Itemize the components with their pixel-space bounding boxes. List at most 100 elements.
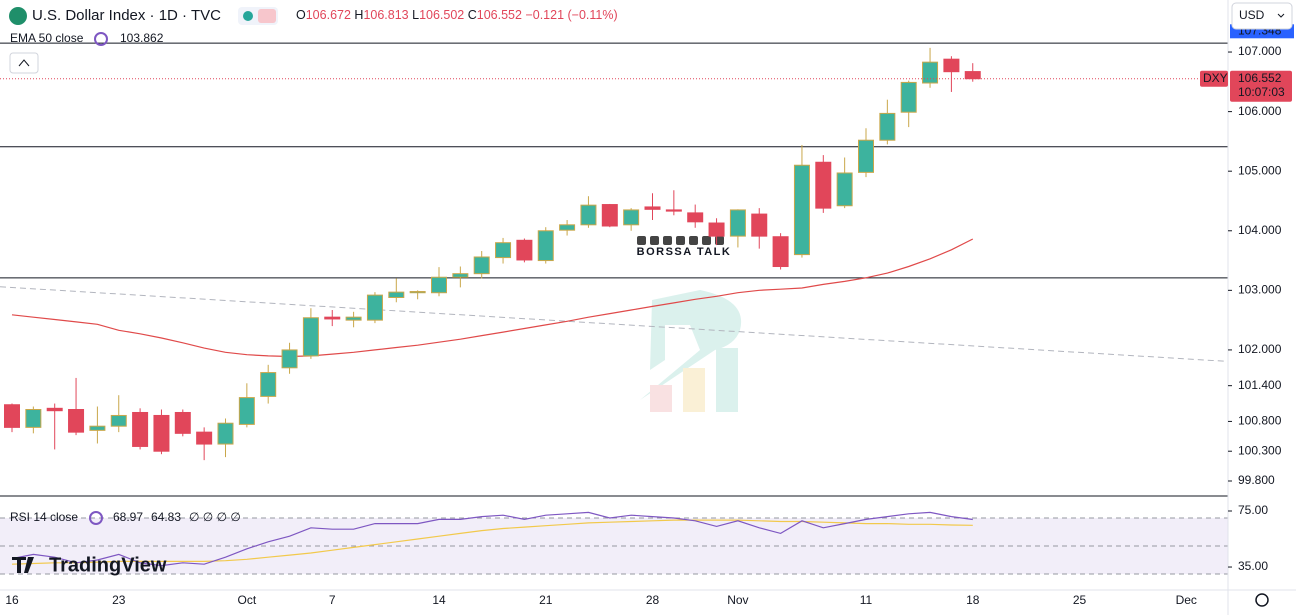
chart-title: U.S. Dollar Index · 1D · TVC [32,7,221,24]
candle-body [687,212,704,223]
y-tick-label: 101.400 [1238,378,1282,392]
close: 106.552 [477,8,522,22]
y-tick-label: 100.300 [1238,443,1282,457]
candle-body [729,209,746,237]
ema-icon [94,32,108,46]
rsi-legend: RSI 14 close [10,510,78,524]
change-pct: (−0.11%) [568,8,618,22]
candle-body [708,222,725,237]
candle-body [46,407,63,412]
logo-shape [640,290,742,400]
icon [715,236,724,245]
candle-body [281,349,298,369]
y-tick-label: 102.000 [1238,342,1282,356]
rsi-tick-label: 35.00 [1238,559,1268,573]
candle-body [580,204,597,226]
candle-body [943,58,960,73]
change: −0.121 [525,8,564,22]
icon [689,236,698,245]
brand: TradingView [49,554,167,576]
y-tick-label: 100.800 [1238,414,1282,428]
candle-body [153,414,170,452]
rsi-ma-value: 64.83 [151,510,181,524]
logo-bar [683,368,705,412]
candle-body [4,404,20,428]
ema-legend: EMA 50 close [10,31,84,45]
symbol-box [1200,70,1228,87]
candle-body [366,294,383,321]
x-tick-label: 28 [646,593,660,607]
candle-body [473,256,490,275]
y-tick-label: 99.800 [1238,473,1275,487]
collapse-button[interactable] [9,52,39,74]
symbol-label: DXY [1203,71,1228,85]
candle-body [89,425,106,431]
candle-body [110,414,127,427]
candle-body [174,411,191,434]
candle-body [964,71,981,80]
y-tick-label: 105.000 [1238,163,1282,177]
icon [637,236,646,245]
ema-line [11,238,974,358]
x-tick-label: Nov [727,593,748,607]
x-tick-label: 11 [860,593,873,607]
candle-body [238,397,255,425]
candle-body [409,291,426,294]
ema-value: 103.862 [120,31,164,45]
toggle-wave [258,9,276,23]
candle-body [751,213,768,237]
open: 106.672 [306,8,351,22]
dropdown-arrow [1277,13,1285,18]
currency: USD [1239,8,1265,22]
y-tick-label: 107.000 [1238,44,1282,58]
settings[interactable] [1255,593,1269,607]
x-tick-label: 25 [1073,593,1087,607]
candle-body [623,209,640,226]
candle-body [25,409,42,428]
candle-body [388,291,405,298]
candle-body [879,112,896,141]
plot [0,42,1228,575]
x-tick-label: Oct [238,593,257,607]
y-tick-label: 104.000 [1238,223,1282,237]
candle-body [559,224,576,231]
rsi-tick-label: 75.00 [1238,503,1268,517]
x-tick-label: 16 [5,593,19,607]
y-tick-label: 103.000 [1238,283,1282,297]
x-tick-label: 23 [112,593,126,607]
candle-body [516,239,533,261]
ohlc-header: O106.672 H106.813 L106.502 C106.552 −0.1… [296,8,618,22]
currency-select[interactable] [1231,2,1293,30]
x-tick-label: 14 [432,593,446,607]
candle-body [345,316,362,321]
icon [702,236,711,245]
candle-body [260,372,277,397]
low: 106.502 [419,8,464,22]
y-tick-label: 106.000 [1238,104,1282,118]
candle-body [132,411,149,447]
last-price-box [1230,70,1292,102]
trendline [0,286,1226,362]
candle-body [836,172,853,207]
icon [663,236,672,245]
x-tick-label: 21 [539,593,553,607]
icon [676,236,685,245]
watermark-text: BORSSA TALK [637,246,732,258]
rsi-value: 68.97 [113,510,143,524]
candle-body [68,409,85,433]
candle-body [665,209,682,212]
candle-body [217,422,234,445]
rsi-ma-line [11,519,973,565]
rsi-line [11,511,973,567]
toggle-dot [243,11,253,21]
candle-body [858,139,874,173]
brand-icon [12,557,34,573]
prefix: L [412,8,419,22]
axes: 107.000 106.000 105.000 104.000 103.000 102.0… [5,23,1294,607]
rsi-icon [89,511,103,525]
high: 106.813 [363,8,408,22]
icon [650,236,659,245]
x-tick-label: 18 [966,593,980,607]
candle-body [452,273,469,278]
